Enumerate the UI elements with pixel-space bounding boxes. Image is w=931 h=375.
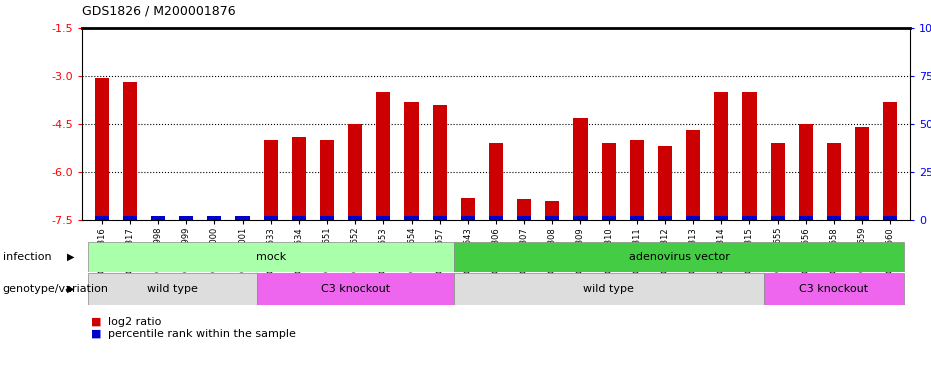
Bar (123, 82, 137, 220)
Text: C3 knockout: C3 knockout (800, 284, 869, 294)
Bar (517, 216, 532, 220)
Bar (686, 130, 700, 220)
Text: log2 ratio: log2 ratio (108, 317, 161, 327)
Text: ■: ■ (91, 329, 101, 339)
Bar (348, 216, 362, 220)
Bar (771, 143, 785, 220)
Bar (658, 216, 672, 220)
Text: mock: mock (256, 252, 286, 262)
Bar (123, 216, 137, 220)
Bar (453, 273, 763, 305)
Bar (601, 216, 615, 220)
Bar (88, 273, 257, 305)
Text: percentile rank within the sample: percentile rank within the sample (108, 329, 296, 339)
Bar (686, 216, 700, 220)
Bar (799, 216, 813, 220)
Bar (291, 216, 306, 220)
Bar (573, 216, 587, 220)
Text: ■: ■ (91, 317, 101, 327)
Text: adenovirus vector: adenovirus vector (628, 252, 730, 262)
Bar (489, 216, 503, 220)
Bar (827, 143, 841, 220)
Bar (658, 146, 672, 220)
Bar (714, 92, 728, 220)
Text: genotype/variation: genotype/variation (3, 284, 109, 294)
Bar (348, 124, 362, 220)
Text: infection: infection (3, 252, 51, 262)
Bar (517, 199, 532, 220)
Bar (453, 242, 904, 272)
Bar (95, 216, 109, 220)
Bar (601, 143, 615, 220)
Bar (629, 140, 644, 220)
Bar (320, 216, 334, 220)
Bar (376, 92, 390, 220)
Bar (320, 140, 334, 220)
Bar (771, 216, 785, 220)
Text: ▶: ▶ (67, 252, 74, 262)
Bar (257, 273, 453, 305)
Bar (742, 92, 757, 220)
Bar (546, 201, 560, 220)
Bar (263, 216, 277, 220)
Bar (855, 216, 870, 220)
Bar (404, 216, 419, 220)
Bar (263, 140, 277, 220)
Bar (573, 118, 587, 220)
Bar (714, 216, 728, 220)
Bar (88, 242, 453, 272)
Bar (95, 78, 109, 220)
Bar (179, 216, 194, 220)
Text: C3 knockout: C3 knockout (320, 284, 390, 294)
Text: ▶: ▶ (67, 284, 74, 294)
Bar (546, 216, 560, 220)
Bar (884, 102, 897, 220)
Bar (855, 127, 870, 220)
Bar (742, 216, 757, 220)
Bar (433, 216, 447, 220)
Bar (208, 216, 222, 220)
Bar (827, 216, 841, 220)
Text: GDS1826 / M200001876: GDS1826 / M200001876 (82, 5, 236, 18)
Text: wild type: wild type (583, 284, 634, 294)
Bar (404, 102, 419, 220)
Bar (151, 216, 165, 220)
Bar (763, 273, 904, 305)
Bar (629, 216, 644, 220)
Bar (489, 143, 503, 220)
Bar (461, 216, 475, 220)
Bar (461, 198, 475, 220)
Bar (236, 216, 250, 220)
Text: wild type: wild type (147, 284, 197, 294)
Bar (884, 216, 897, 220)
Bar (799, 124, 813, 220)
Bar (376, 216, 390, 220)
Bar (291, 137, 306, 220)
Bar (433, 105, 447, 220)
